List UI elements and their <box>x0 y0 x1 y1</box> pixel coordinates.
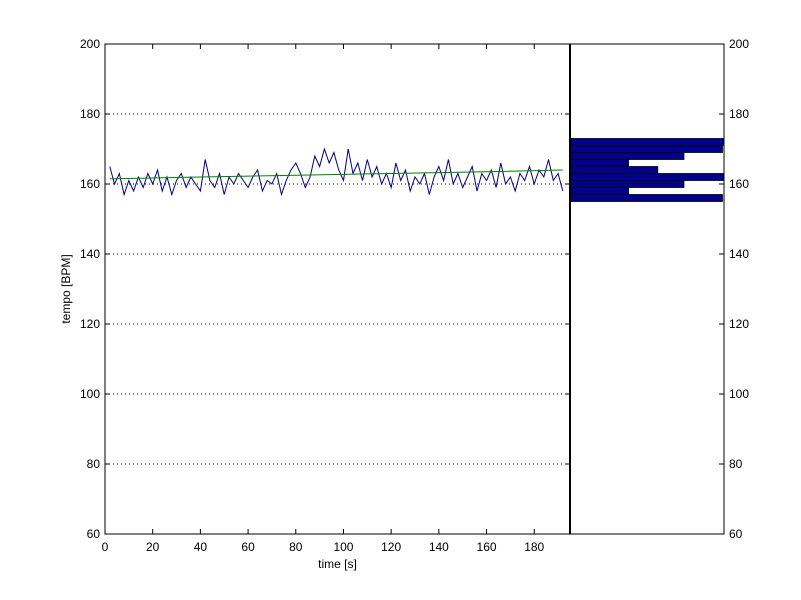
x-tick-label: 40 <box>194 540 208 554</box>
tempo-time-plot: 0 20 40 60 80 100 120 140 160 180 60 80 100 120 140 16… <box>59 37 571 571</box>
hist-y-tick-label: 200 <box>729 37 749 51</box>
y-axis-ticks: 60 80 100 120 140 160 180 200 <box>80 37 570 541</box>
histogram-bar <box>569 187 629 195</box>
x-tick-label: 180 <box>524 540 544 554</box>
histogram-y-ticks: 60 80 100 120 140 160 180 200 <box>719 37 749 541</box>
hist-y-tick-label: 120 <box>729 317 749 331</box>
y-tick-label: 180 <box>80 107 100 121</box>
histogram-bars <box>569 138 725 202</box>
y-tick-label: 80 <box>87 457 101 471</box>
tempo-series-line <box>109 147 564 197</box>
x-tick-label: 0 <box>102 540 109 554</box>
hist-y-tick-label: 60 <box>729 527 743 541</box>
histogram-bar <box>569 173 725 181</box>
hist-y-tick-label: 140 <box>729 247 749 261</box>
hist-y-tick-label: 100 <box>729 387 749 401</box>
main-grid <box>105 113 570 465</box>
histogram-bar <box>569 152 685 160</box>
main-plot-frame <box>104 43 571 535</box>
hist-y-tick-label: 180 <box>729 107 749 121</box>
x-axis-ticks: 0 20 40 60 80 100 120 140 160 180 <box>102 44 545 554</box>
tempo-histogram: 60 80 100 120 140 160 180 200 <box>569 37 749 541</box>
x-tick-label: 60 <box>241 540 255 554</box>
histogram-bar <box>569 180 685 188</box>
y-tick-label: 100 <box>80 387 100 401</box>
y-tick-label: 200 <box>80 37 100 51</box>
histogram-bar <box>569 159 629 167</box>
x-tick-label: 120 <box>381 540 401 554</box>
x-tick-label: 20 <box>146 540 160 554</box>
histogram-frame <box>569 43 725 535</box>
x-tick-label: 140 <box>429 540 449 554</box>
x-tick-label: 160 <box>477 540 497 554</box>
hist-y-tick-label: 160 <box>729 177 749 191</box>
histogram-bar <box>569 138 725 146</box>
hist-y-tick-label: 80 <box>729 457 743 471</box>
y-tick-label: 60 <box>87 527 101 541</box>
y-tick-label: 140 <box>80 247 100 261</box>
y-axis-label: tempo [BPM] <box>59 254 73 323</box>
y-tick-label: 160 <box>80 177 100 191</box>
main-series <box>109 147 564 197</box>
trend-series-line <box>109 169 563 180</box>
histogram-bar <box>569 166 659 174</box>
x-tick-label: 100 <box>333 540 353 554</box>
y-tick-label: 120 <box>80 317 100 331</box>
x-axis-label: time [s] <box>318 557 357 571</box>
histogram-bar <box>569 194 723 202</box>
x-tick-label: 80 <box>289 540 303 554</box>
histogram-bar <box>569 145 723 153</box>
